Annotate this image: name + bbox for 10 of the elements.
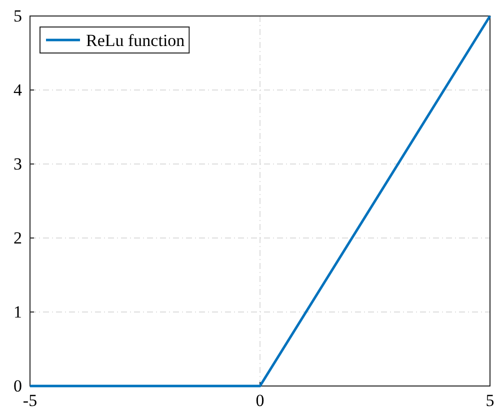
- y-tick-label: 3: [14, 154, 22, 174]
- y-tick-label: 5: [14, 6, 22, 26]
- legend-label: ReLu function: [86, 31, 186, 50]
- y-tick-label: 4: [14, 80, 22, 100]
- y-tick-label: 1: [14, 302, 22, 322]
- y-tick-label: 0: [14, 376, 22, 396]
- y-tick-label: 2: [14, 228, 22, 248]
- x-tick-label: 5: [486, 391, 494, 410]
- x-tick-label: -5: [22, 391, 38, 410]
- x-tick-label: 0: [256, 391, 264, 410]
